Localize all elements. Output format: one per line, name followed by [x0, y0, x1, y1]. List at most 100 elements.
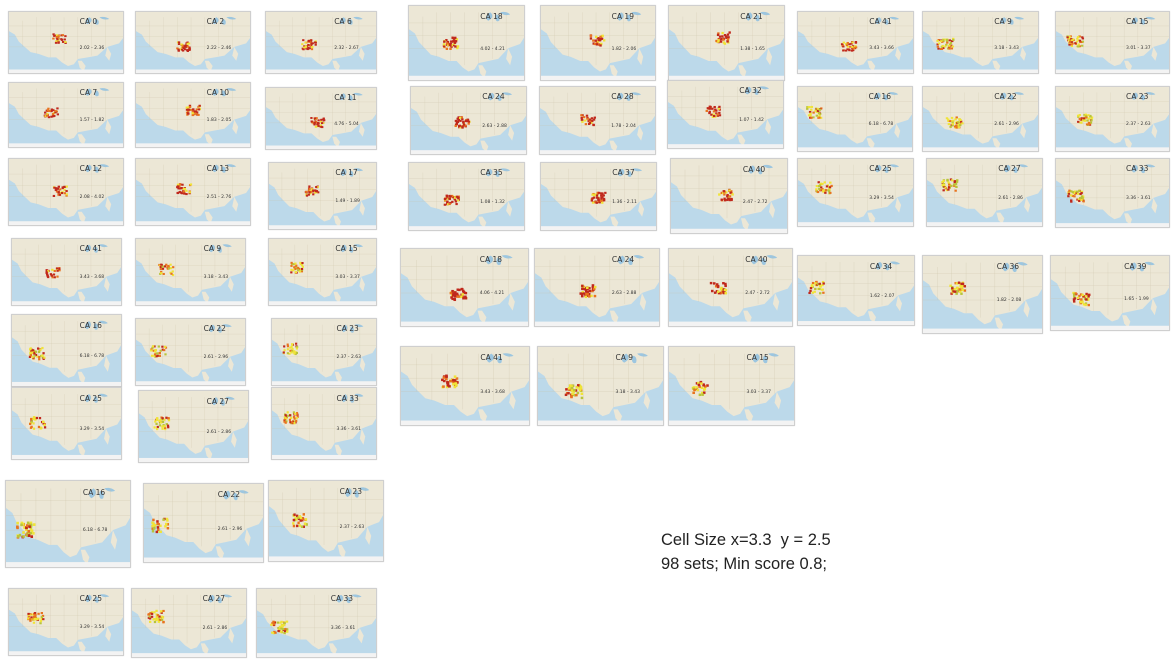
grid-cell: [728, 198, 732, 202]
grid-cell: [710, 113, 713, 116]
cluster-map: CA 10 1.83 - 2.05: [135, 82, 251, 148]
grid-cell: [584, 295, 588, 299]
grid-cell: [307, 193, 310, 196]
cluster-map: CA 18 4.06 - 4.21: [400, 248, 529, 327]
grid-cell: [1084, 113, 1087, 116]
map-range-label: 3.43 - 3.66: [869, 45, 894, 51]
grid-cell: [172, 266, 175, 269]
grid-cell: [314, 40, 317, 43]
grid-cell: [455, 195, 459, 198]
grid-cell: [167, 419, 171, 422]
grid-cell: [456, 45, 460, 48]
grid-cell: [163, 418, 166, 421]
grid-cell: [448, 202, 451, 206]
us-basemap: [9, 12, 123, 73]
grid-cell: [294, 262, 297, 265]
grid-cell: [1078, 189, 1081, 192]
grid-cell: [64, 42, 67, 44]
grid-cell: [185, 106, 188, 109]
grid-cell: [59, 188, 62, 191]
grid-cell: [592, 118, 596, 121]
map-range-label: 1.38 - 1.65: [740, 46, 765, 52]
grid-cell: [595, 43, 599, 46]
grid-cell: [726, 33, 730, 36]
grid-cell: [63, 185, 67, 188]
grid-cell: [725, 36, 728, 39]
grid-cell: [295, 419, 298, 423]
grid-cell: [33, 612, 37, 615]
map-range-label: 2.61 - 2.86: [998, 195, 1023, 201]
cluster-map: CA 36 1.82 - 2.08: [922, 255, 1043, 334]
grid-cell: [1070, 41, 1074, 43]
grid-cell: [161, 265, 164, 268]
us-basemap: [923, 87, 1038, 151]
grid-cell: [35, 618, 38, 621]
grid-cell: [809, 289, 812, 292]
grid-cell: [300, 264, 304, 267]
grid-cell: [948, 47, 951, 50]
grid-cell: [949, 178, 953, 181]
grid-cell: [308, 191, 311, 194]
grid-cell: [585, 286, 589, 290]
grid-cell: [829, 191, 832, 194]
grid-cell: [1081, 40, 1085, 43]
grid-cell: [304, 45, 308, 48]
grid-cell: [161, 348, 164, 351]
grid-cell: [593, 116, 597, 119]
grid-cell: [810, 108, 813, 111]
grid-cell: [1081, 293, 1084, 297]
grid-cell: [454, 200, 458, 203]
grid-cell: [442, 43, 446, 46]
grid-cell: [278, 625, 282, 628]
grid-cell: [187, 112, 190, 115]
grid-cell: [570, 389, 574, 392]
grid-cell: [717, 107, 721, 110]
grid-cell: [164, 427, 167, 431]
grid-cell: [716, 285, 720, 289]
grid-cell: [716, 33, 720, 37]
grid-cell: [456, 288, 460, 291]
grid-cell: [715, 109, 718, 112]
grid-cell: [57, 35, 60, 38]
grid-cell: [460, 295, 463, 299]
grid-cell: [1070, 194, 1073, 197]
grid-cell: [29, 349, 33, 352]
grid-cell: [572, 390, 576, 393]
cluster-map: CA 9 3.18 - 3.43: [922, 11, 1039, 74]
grid-cell: [191, 112, 194, 115]
grid-cell: [936, 43, 939, 46]
grid-cell: [591, 284, 595, 287]
cluster-map: CA 35 1.08 - 1.32: [408, 162, 525, 231]
grid-cell: [286, 411, 289, 414]
us-basemap: [669, 249, 792, 326]
map-range-label: 2.37 - 2.63: [336, 355, 361, 361]
grid-cell: [286, 345, 290, 348]
grid-cell: [717, 291, 721, 295]
grid-cell: [811, 281, 815, 285]
grid-cell: [49, 273, 53, 276]
map-range-label: 1.62 - 2.07: [869, 293, 895, 299]
grid-cell: [598, 39, 602, 42]
grid-cell: [26, 521, 30, 525]
grid-cell: [153, 611, 156, 614]
grid-cell: [442, 385, 445, 388]
map-title: CA 41: [480, 353, 503, 363]
grid-cell: [820, 186, 823, 189]
grid-cell: [591, 286, 595, 289]
grid-cell: [581, 287, 584, 290]
grid-cell: [32, 531, 35, 535]
grid-cell: [692, 386, 696, 389]
grid-cell: [277, 626, 280, 630]
grid-cell: [20, 523, 23, 527]
grid-cell: [585, 292, 588, 296]
grid-cell: [29, 618, 32, 621]
map-range-label: 6.18 - 6.78: [868, 122, 894, 128]
cluster-map: CA 39 1.65 - 1.99: [1050, 255, 1170, 331]
grid-cell: [295, 514, 299, 518]
grid-cell: [28, 525, 31, 529]
cluster-map: CA 33 3.36 - 3.61: [271, 387, 377, 460]
grid-cell: [169, 271, 172, 274]
grid-cell: [950, 292, 953, 295]
grid-cell: [451, 36, 454, 39]
grid-cell: [34, 613, 37, 616]
